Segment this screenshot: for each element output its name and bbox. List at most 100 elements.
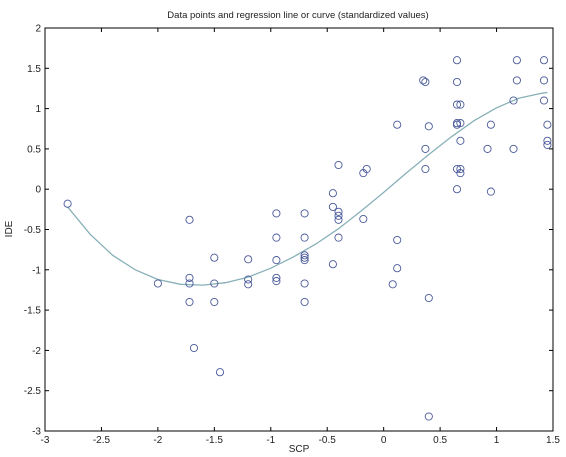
data-point [388, 280, 397, 289]
data-point [244, 255, 253, 264]
data-point [421, 77, 430, 87]
x-tick-label: -0.5 [319, 435, 337, 446]
data-point [362, 164, 371, 174]
data-point [63, 199, 72, 208]
data-point [244, 275, 253, 284]
y-axis-label: IDE [4, 220, 15, 237]
data-point [359, 214, 368, 224]
data-point [189, 343, 199, 353]
y-tick-label: 0.5 [27, 144, 41, 155]
y-tick-label: -2 [32, 346, 41, 357]
x-tick-labels: -3 -2.5 -2 -1.5 -1 -0.5 0 0.5 1 1.5 [41, 435, 561, 446]
data-point [539, 56, 549, 65]
data-point [539, 76, 549, 85]
data-point [185, 297, 194, 307]
x-tick-label: -1.5 [206, 435, 224, 446]
data-point [393, 264, 402, 273]
data-point [509, 96, 518, 105]
x-tick-label: -1 [266, 435, 275, 446]
data-point [456, 164, 465, 174]
data-point [424, 122, 433, 131]
data-point [512, 76, 521, 85]
x-tick-label: 0 [381, 435, 387, 446]
data-point [300, 279, 309, 288]
data-point [421, 164, 430, 174]
data-point [210, 253, 219, 262]
x-tick-label: 0.5 [433, 435, 447, 446]
x-axis-label: SCP [289, 444, 310, 455]
data-point [424, 412, 433, 421]
data-point [452, 56, 462, 65]
data-point [483, 144, 492, 153]
data-point [272, 277, 281, 286]
data-point [244, 280, 253, 289]
data-point [153, 279, 162, 288]
data-point [185, 215, 194, 224]
y-tick-label: 1 [35, 104, 41, 115]
y-tick-label: 2 [35, 24, 41, 35]
x-tick-label: 1.5 [546, 435, 560, 446]
data-points [63, 56, 552, 421]
y-tick-label: -3 [32, 427, 41, 438]
data-point [334, 207, 343, 216]
data-point [185, 279, 194, 288]
chart-title: Data points and regression line or curve… [167, 10, 428, 21]
data-point [543, 136, 552, 145]
data-point [300, 256, 309, 265]
data-point [272, 273, 281, 282]
y-tick-label: -1 [32, 265, 41, 276]
y-tick-label: 1.5 [27, 64, 41, 75]
data-point [272, 233, 281, 242]
data-point [328, 202, 337, 211]
data-point [300, 233, 309, 242]
x-tick-label: 1 [494, 435, 500, 446]
data-point [328, 260, 337, 269]
data-point [452, 185, 462, 194]
y-tick-labels: -3 -2.5 -2 -1.5 -1 -0.5 0 0.5 1 1.5 2 [24, 24, 42, 438]
y-tick-label: 0 [35, 185, 41, 196]
data-point [300, 253, 309, 262]
data-point [185, 273, 194, 282]
data-point [300, 251, 309, 260]
y-tick-label: -0.5 [24, 225, 42, 236]
data-point [456, 136, 465, 145]
data-point [210, 279, 219, 288]
y-tick-label: -2.5 [24, 386, 42, 397]
x-tick-label: -2 [153, 435, 162, 446]
data-point [334, 233, 343, 242]
data-point [424, 293, 433, 303]
regression-curve [67, 91, 548, 286]
data-point [543, 140, 552, 149]
data-point [539, 96, 549, 105]
data-point [334, 215, 343, 224]
data-point [543, 120, 552, 129]
data-point [456, 119, 465, 128]
data-point [215, 368, 225, 377]
data-point [452, 100, 462, 109]
data-point [300, 209, 309, 218]
data-point [272, 209, 281, 218]
data-point [421, 144, 430, 153]
plot-frame [44, 27, 554, 432]
data-point [486, 120, 495, 129]
x-tick-label: -2.5 [93, 435, 111, 446]
data-point [456, 100, 465, 109]
data-point [486, 187, 495, 196]
data-point [334, 211, 343, 220]
data-point [512, 56, 521, 65]
x-tick-label: -3 [41, 435, 50, 446]
data-point [456, 169, 465, 178]
data-point [334, 160, 343, 170]
data-point [419, 76, 428, 85]
data-point [509, 144, 518, 153]
data-point [300, 297, 309, 307]
data-point [210, 297, 219, 307]
data-point [452, 77, 462, 87]
y-tick-label: -1.5 [24, 306, 42, 317]
data-point [393, 235, 402, 245]
data-point [328, 189, 337, 198]
data-point [272, 256, 281, 265]
data-point [393, 120, 402, 129]
axis-ticks [44, 27, 554, 432]
